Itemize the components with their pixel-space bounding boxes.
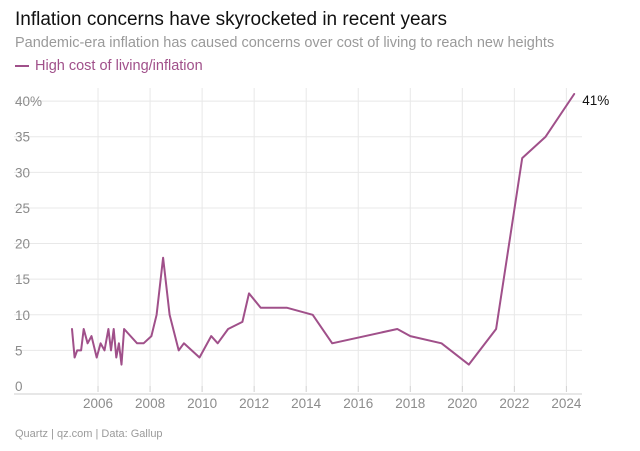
chart-legend: High cost of living/inflation <box>15 58 203 74</box>
x-tick-label: 2016 <box>343 396 373 411</box>
y-tick-label: 10 <box>15 308 30 323</box>
x-tick-label: 2022 <box>499 396 529 411</box>
x-tick-label: 2012 <box>239 396 269 411</box>
y-tick-label: 30 <box>15 165 30 180</box>
x-tick-label: 2006 <box>83 396 113 411</box>
y-tick-label: 35 <box>15 130 30 145</box>
x-tick-label: 2010 <box>187 396 217 411</box>
series-lines <box>71 93 576 366</box>
y-tick-label: 20 <box>15 237 30 252</box>
x-axis-tick-labels: 2006 2008 2010 2012 2014 2016 2018 2020 2022 2024 <box>83 396 582 411</box>
x-tick-label: 2014 <box>291 396 322 411</box>
chart-subtitle: Pandemic-era inflation has caused concer… <box>15 35 555 51</box>
legend-label: High cost of living/inflation <box>35 58 203 74</box>
chart-title: Inflation concerns have skyrocketed in r… <box>15 9 447 30</box>
x-tick-label: 2008 <box>135 396 165 411</box>
x-tick-label: 2018 <box>395 396 425 411</box>
series-line <box>71 93 576 366</box>
source-footer: Quartz | qz.com | Data: Gallup <box>15 428 163 440</box>
y-tick-label: 15 <box>15 272 30 287</box>
y-tick-label: 25 <box>15 201 30 216</box>
y-tick-label: 5 <box>15 343 23 358</box>
x-tick-label: 2020 <box>447 396 477 411</box>
x-tick-label: 2024 <box>551 396 582 411</box>
y-axis-tick-labels: 0 5 10 15 20 25 30 35 40% <box>15 94 42 394</box>
end-value-label: 41% <box>582 93 609 108</box>
grid-lines <box>14 88 582 392</box>
y-tick-label: 0 <box>15 379 23 394</box>
legend-swatch <box>15 65 29 67</box>
y-tick-label: 40% <box>15 94 42 109</box>
